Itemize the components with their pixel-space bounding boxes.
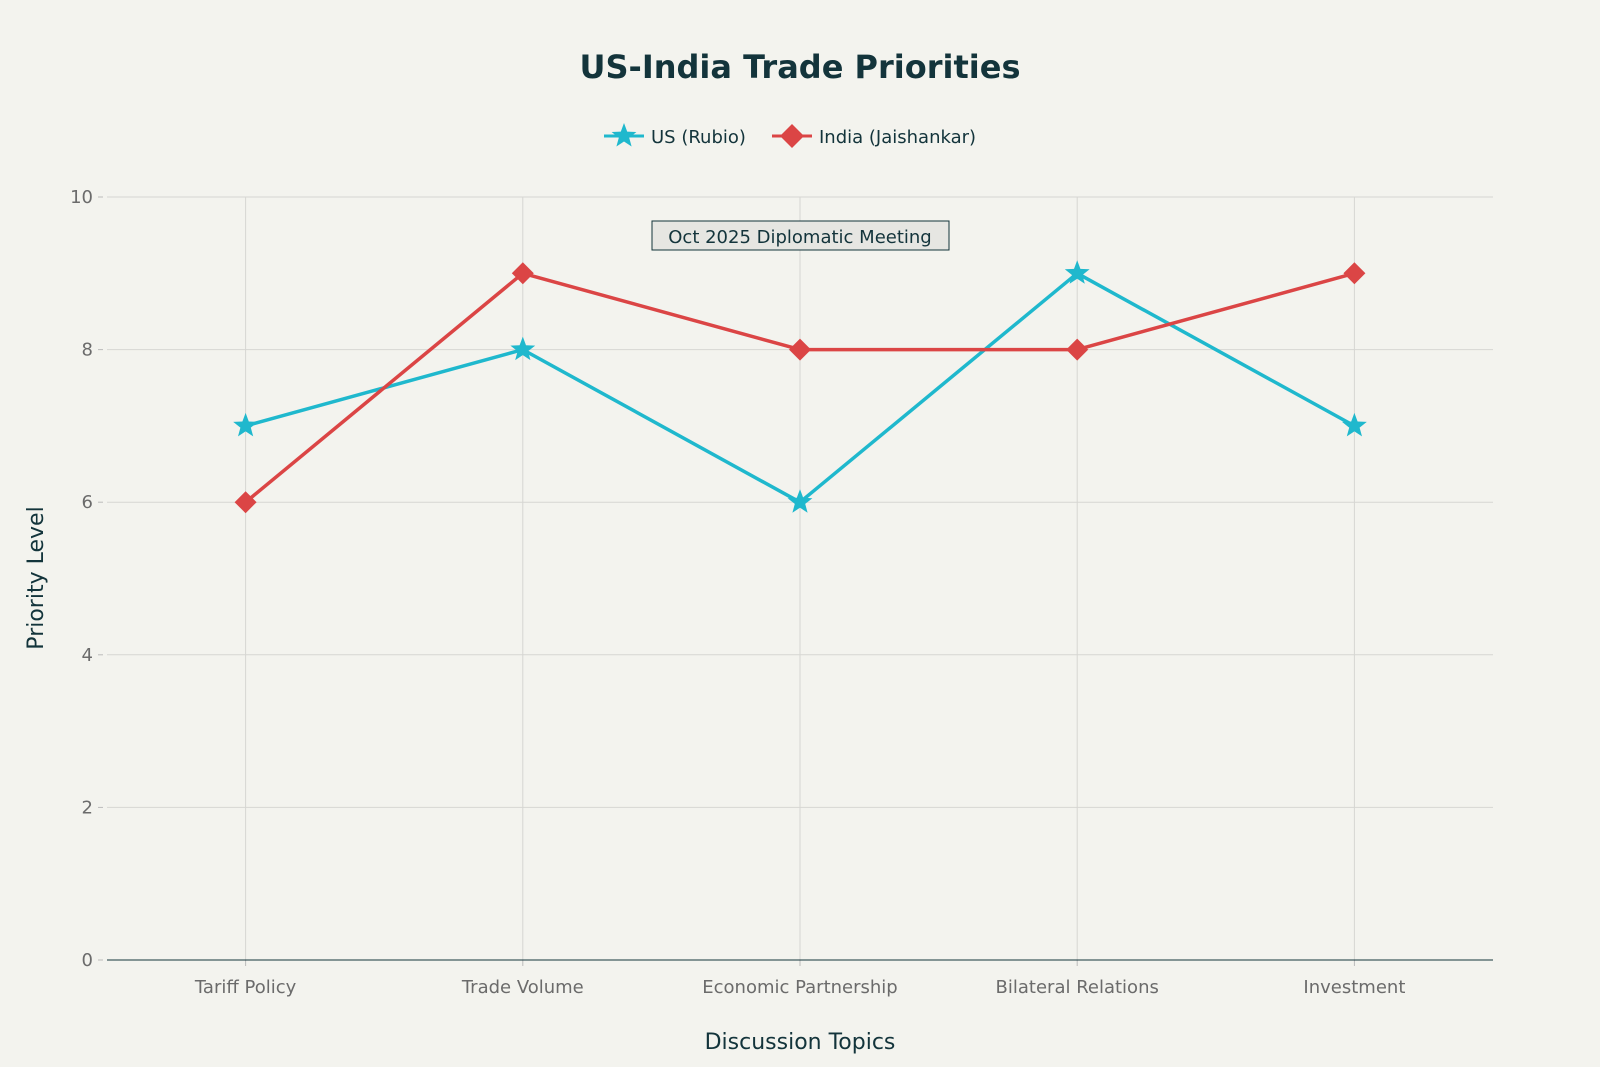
y-axis-label: Priority Level: [24, 506, 49, 649]
data-point: [1066, 338, 1089, 361]
legend-item-us[interactable]: US (Rubio): [604, 123, 746, 148]
x-axis-label: Discussion Topics: [705, 1030, 896, 1055]
y-axis-ticks: 0 2 4 6 8 10: [70, 187, 103, 971]
annotation-box: [651, 220, 950, 251]
y-tick-label: 2: [82, 797, 93, 818]
data-point: [1343, 262, 1366, 285]
grid: [107, 196, 1493, 960]
data-point: [510, 336, 536, 361]
legend-item-india[interactable]: India (Jaishankar): [772, 124, 976, 148]
chart-title: US-India Trade Priorities: [580, 48, 1021, 86]
series-india: [234, 262, 1366, 514]
data-point: [787, 489, 813, 513]
data-point: [1342, 412, 1367, 437]
series-layer: [233, 260, 1367, 514]
y-tick-label: 8: [82, 340, 93, 361]
x-tick-label: Tariff Policy: [194, 977, 297, 998]
y-tick-label: 0: [82, 950, 93, 971]
x-tick-label: Economic Partnership: [702, 977, 898, 998]
diamond-icon: [780, 124, 804, 148]
y-tick-label: 10: [70, 187, 93, 208]
data-point: [234, 491, 257, 514]
legend: US (Rubio) India (Jaishankar): [604, 123, 976, 148]
data-point: [789, 338, 811, 361]
data-point: [233, 412, 258, 437]
annotation-text: Oct 2025 Diplomatic Meeting: [668, 227, 932, 248]
annotation: Oct 2025 Diplomatic Meeting: [651, 220, 950, 251]
x-tick-label: Trade Volume: [461, 977, 584, 998]
x-axis-ticks: Tariff Policy Trade Volume Economic Partne…: [194, 960, 1405, 998]
data-point: [1064, 260, 1090, 284]
legend-label-india: India (Jaishankar): [819, 127, 976, 148]
y-tick-label: 6: [82, 492, 93, 513]
legend-label-us: US (Rubio): [651, 127, 746, 148]
y-tick-label: 4: [82, 645, 93, 666]
x-tick-label: Bilateral Relations: [996, 977, 1159, 998]
star-icon: [611, 123, 637, 147]
x-tick-label: Investment: [1303, 977, 1405, 998]
data-point: [511, 262, 534, 285]
